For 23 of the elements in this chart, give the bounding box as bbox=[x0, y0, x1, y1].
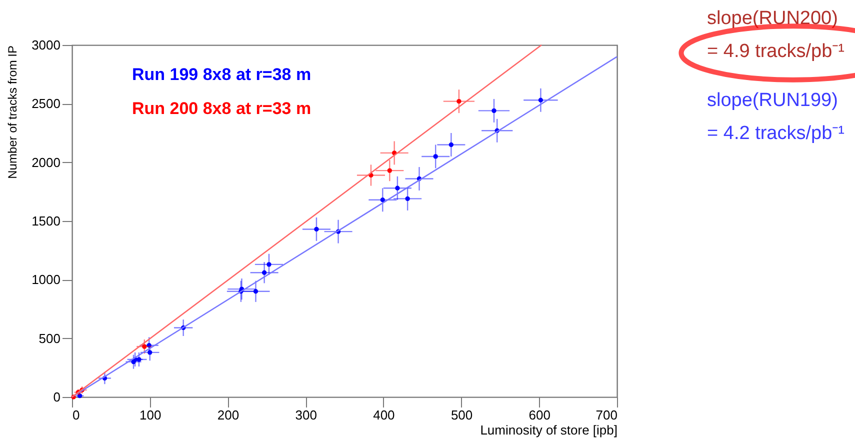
x-tick-label: 600 bbox=[528, 408, 550, 422]
y-tick-label: 0 bbox=[53, 390, 60, 404]
text: = 4.9 tracks/pb⁻¹ bbox=[707, 41, 844, 62]
x-tick-label: 400 bbox=[373, 408, 395, 422]
x-tick-label: 100 bbox=[140, 408, 162, 422]
y-axis-title: Number of tracks from IP bbox=[6, 46, 20, 179]
y-tick-label: 1000 bbox=[32, 272, 60, 288]
y-tick-label: 2500 bbox=[32, 96, 60, 112]
text: = 4.2 tracks/pb⁻¹ bbox=[707, 123, 844, 144]
x-tick-label: 300 bbox=[295, 408, 317, 422]
x-tick-label: 0 bbox=[72, 408, 80, 422]
x-tick-label: 200 bbox=[217, 408, 240, 422]
text: Run 199 8x8 at r=38 m bbox=[132, 65, 312, 84]
text: Run 200 8x8 at r=33 m bbox=[132, 99, 312, 118]
x-axis-title: Luminosity of store [ipb] bbox=[480, 422, 618, 438]
text: slope(RUN199) bbox=[707, 90, 838, 111]
y-tick-label: 3000 bbox=[32, 38, 60, 52]
x-tick-label: 500 bbox=[450, 408, 473, 422]
text: slope(RUN200) bbox=[707, 8, 838, 29]
y-tick-label: 1500 bbox=[32, 214, 60, 228]
x-tick-label: 700 bbox=[596, 408, 618, 422]
y-tick-label: 500 bbox=[38, 330, 60, 346]
y-tick-label: 2000 bbox=[32, 154, 60, 170]
